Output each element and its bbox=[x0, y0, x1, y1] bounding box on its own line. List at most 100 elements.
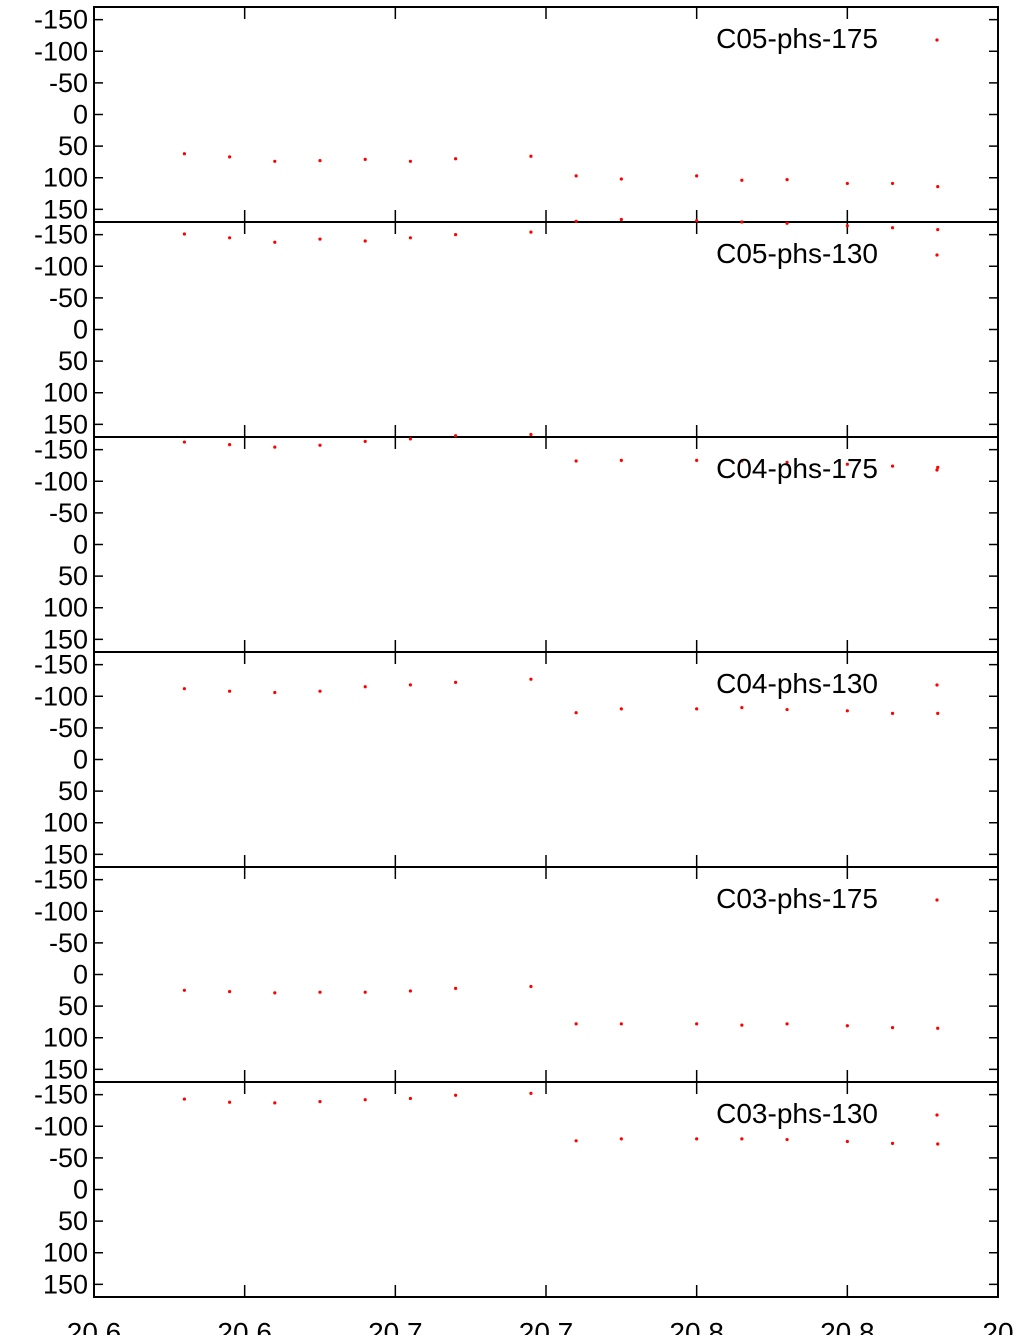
data-point bbox=[363, 439, 367, 444]
data-point bbox=[273, 159, 277, 163]
y-tick-label: 100 bbox=[43, 593, 88, 623]
y-tick-label: 50 bbox=[58, 1206, 88, 1236]
y-tick-label: 100 bbox=[43, 1238, 88, 1268]
data-point bbox=[845, 709, 849, 713]
data-point bbox=[695, 174, 699, 178]
y-tick-label: -150 bbox=[34, 435, 88, 465]
y-tick-label: -150 bbox=[34, 865, 88, 895]
data-point bbox=[619, 217, 623, 222]
data-point bbox=[845, 462, 849, 466]
legend-marker bbox=[935, 683, 939, 687]
data-point bbox=[273, 445, 277, 449]
data-point bbox=[740, 706, 744, 710]
data-point bbox=[936, 465, 940, 469]
data-point bbox=[529, 677, 533, 681]
y-tick-label: -50 bbox=[49, 713, 88, 743]
data-point bbox=[318, 237, 322, 241]
data-point bbox=[228, 689, 232, 693]
data-point bbox=[890, 1026, 895, 1030]
y-tick-label: -100 bbox=[34, 896, 88, 926]
y-tick-label: 0 bbox=[73, 315, 88, 345]
y-tick-label: 0 bbox=[73, 960, 88, 990]
y-tick-label: 150 bbox=[43, 409, 88, 439]
data-point bbox=[890, 1141, 895, 1145]
data-point bbox=[890, 464, 895, 468]
data-point bbox=[363, 990, 367, 994]
y-tick-label: -150 bbox=[34, 1080, 88, 1110]
legend-marker bbox=[935, 38, 939, 42]
data-point bbox=[529, 432, 533, 437]
data-point bbox=[695, 707, 699, 711]
data-point bbox=[273, 240, 277, 244]
data-point bbox=[574, 219, 578, 223]
y-tick-label: 0 bbox=[73, 100, 88, 130]
y-tick-label: 150 bbox=[43, 839, 88, 869]
y-tick-label: -150 bbox=[34, 220, 88, 250]
data-point bbox=[845, 224, 849, 228]
y-tick-label: 100 bbox=[43, 163, 88, 193]
data-point bbox=[228, 1100, 232, 1104]
x-tick-label: 20.7 bbox=[519, 1317, 574, 1335]
y-tick-label: -100 bbox=[34, 466, 88, 496]
y-tick-label: 150 bbox=[43, 1269, 88, 1299]
legend-label: C03-phs-175 bbox=[716, 883, 878, 914]
data-point bbox=[454, 1093, 458, 1097]
data-point bbox=[619, 1137, 623, 1141]
data-point bbox=[363, 1098, 367, 1102]
data-point bbox=[936, 1026, 940, 1030]
data-point bbox=[454, 233, 458, 237]
data-point bbox=[574, 1022, 578, 1026]
legend-marker bbox=[935, 898, 939, 902]
y-tick-label: 50 bbox=[58, 346, 88, 376]
y-tick-label: 50 bbox=[58, 561, 88, 591]
data-point bbox=[408, 437, 412, 441]
data-point bbox=[785, 1022, 789, 1026]
y-tick-label: -100 bbox=[34, 251, 88, 281]
legend-marker bbox=[935, 253, 939, 257]
data-point bbox=[574, 174, 578, 178]
data-point bbox=[785, 707, 789, 712]
data-point bbox=[273, 690, 277, 695]
data-point bbox=[454, 680, 458, 684]
data-point bbox=[785, 178, 789, 182]
x-tick-label: 20.8 bbox=[820, 1317, 875, 1335]
y-tick-label: 100 bbox=[43, 378, 88, 408]
data-point bbox=[408, 159, 412, 163]
legend-label: C04-phs-175 bbox=[716, 453, 878, 484]
y-tick-label: 100 bbox=[43, 1023, 88, 1053]
data-point bbox=[785, 221, 789, 225]
y-tick-label: 0 bbox=[73, 745, 88, 775]
data-point bbox=[273, 1101, 277, 1105]
y-tick-label: 50 bbox=[58, 131, 88, 161]
x-tick-label: 20.8 bbox=[669, 1317, 724, 1335]
data-point bbox=[228, 989, 232, 994]
data-point bbox=[574, 459, 578, 463]
data-point bbox=[936, 711, 940, 715]
data-point bbox=[890, 711, 895, 715]
data-point bbox=[228, 155, 232, 159]
data-point bbox=[318, 689, 322, 693]
data-point bbox=[363, 685, 367, 689]
data-point bbox=[182, 152, 186, 156]
y-tick-label: -100 bbox=[34, 1111, 88, 1141]
data-point bbox=[182, 440, 186, 444]
data-point bbox=[619, 458, 623, 462]
data-point bbox=[740, 178, 744, 182]
x-tick-label: 20 bbox=[982, 1317, 1013, 1335]
data-point bbox=[529, 230, 533, 234]
data-point bbox=[740, 459, 744, 463]
y-tick-label: 150 bbox=[43, 624, 88, 654]
data-point bbox=[785, 460, 789, 464]
data-point bbox=[182, 988, 186, 992]
data-point bbox=[182, 687, 186, 691]
data-point bbox=[182, 232, 186, 236]
legend-marker bbox=[935, 1113, 939, 1117]
legend-label: C03-phs-130 bbox=[716, 1098, 878, 1129]
data-point bbox=[408, 1096, 412, 1101]
data-point bbox=[936, 227, 940, 232]
data-point bbox=[273, 991, 277, 995]
data-point bbox=[619, 707, 623, 711]
data-point bbox=[318, 990, 322, 994]
data-point bbox=[936, 184, 940, 189]
y-tick-label: -50 bbox=[49, 1143, 88, 1173]
